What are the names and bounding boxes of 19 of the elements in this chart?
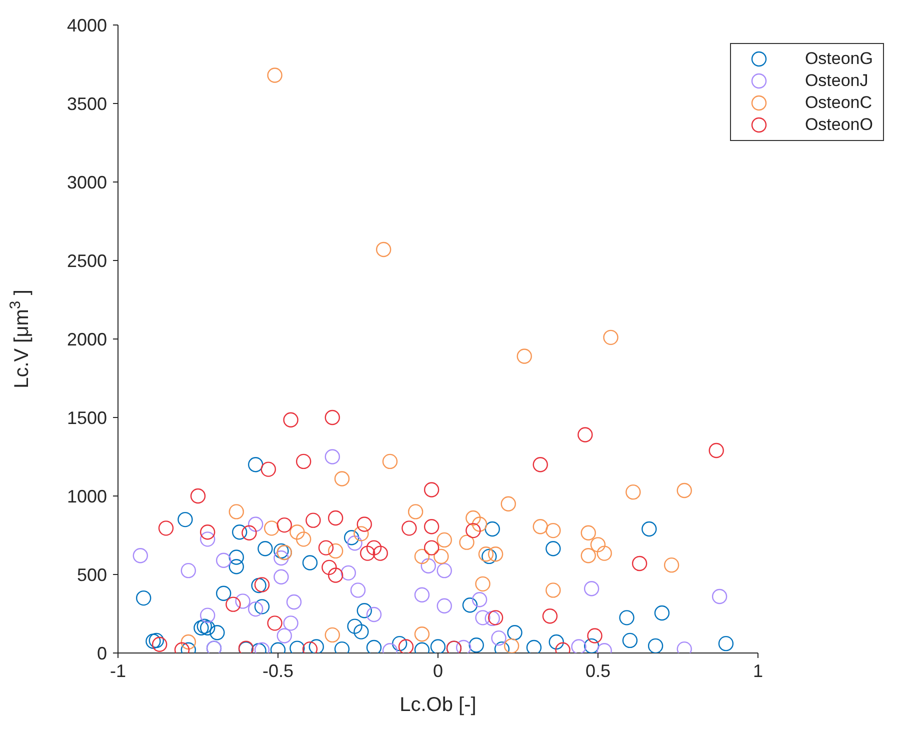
x-tick-label: 0.5 [585, 660, 610, 681]
y-tick-label: 3500 [66, 94, 107, 114]
y-tick-label: 2500 [66, 250, 107, 271]
y-tick-label: 4000 [66, 15, 107, 36]
legend-label: OsteonG [804, 49, 873, 69]
legend-label: OsteonC [804, 93, 872, 113]
x-tick-label: 0 [432, 660, 443, 681]
y-tick-label: 0 [96, 643, 107, 664]
x-tick-label: -1 [110, 660, 126, 681]
legend-label: OsteonJ [804, 71, 868, 91]
y-tick-label: 500 [76, 564, 107, 585]
y-tick-label: 3000 [66, 172, 107, 192]
y-tick-label: 1500 [66, 408, 107, 428]
x-tick-label: 1 [752, 660, 763, 681]
x-axis-title: Lc.Ob [-] [400, 694, 476, 716]
x-tick-label: -0.5 [262, 660, 294, 681]
legend-label: OsteonO [804, 115, 873, 135]
y-tick-label: 2000 [66, 329, 107, 350]
y-tick-label: 1000 [66, 486, 107, 506]
